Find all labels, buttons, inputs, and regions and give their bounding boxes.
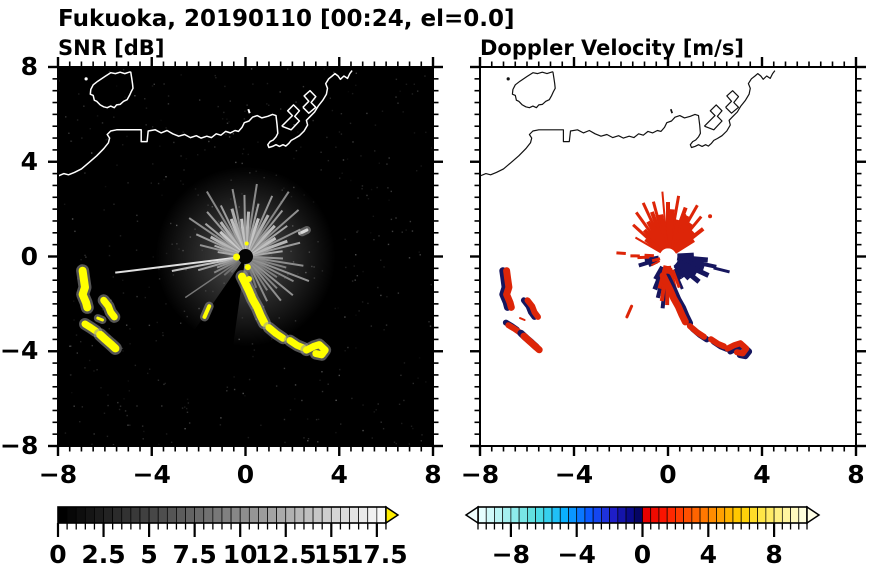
x-tick-label: −8	[460, 460, 500, 489]
y-tick-label: 4	[20, 146, 38, 176]
colorbar-0	[56, 505, 400, 537]
doppler-panel	[480, 67, 856, 446]
figure-title: Fukuoka, 20190110 [00:24, el=0.0]	[58, 6, 515, 32]
y-tick-label: 0	[20, 241, 38, 271]
colorbar-tick-label: 8	[765, 540, 783, 569]
x-tick-label: 8	[847, 460, 865, 489]
y-tick-label: −4	[0, 336, 39, 366]
colorbar-tick-label: −8	[491, 540, 531, 569]
x-tick-label: 4	[753, 460, 771, 489]
snr-panel	[58, 67, 433, 446]
colorbar-tick-label: −4	[557, 540, 596, 569]
snr-panel-title: SNR [dB]	[58, 36, 165, 60]
colorbar-tick-label: 5	[140, 540, 158, 569]
colorbar-1	[464, 505, 821, 537]
x-tick-label: 4	[330, 460, 348, 489]
colorbar-tick-label: 12.5	[254, 540, 317, 569]
colorbar-tick-label: 10	[222, 540, 258, 569]
colorbar-tick-label: 0	[633, 540, 652, 569]
doppler-panel-title: Doppler Velocity [m/s]	[480, 36, 744, 60]
colorbar-tick-label: 7.5	[172, 540, 217, 569]
x-tick-label: −8	[38, 460, 78, 489]
x-tick-label: 0	[236, 460, 255, 489]
colorbar-tick-label: 2.5	[81, 540, 126, 569]
x-tick-label: 0	[659, 460, 677, 489]
x-tick-label: 8	[424, 460, 442, 489]
x-tick-label: −4	[132, 460, 171, 489]
colorbar-tick-label: 17.5	[346, 540, 408, 569]
colorbar-tick-label: 4	[699, 540, 717, 569]
colorbar-tick-label: 15	[313, 540, 349, 569]
y-tick-label: 8	[20, 52, 38, 81]
colorbar-tick-label: 0	[49, 540, 67, 569]
x-tick-label: −4	[554, 460, 594, 489]
y-tick-label: −8	[0, 431, 39, 460]
